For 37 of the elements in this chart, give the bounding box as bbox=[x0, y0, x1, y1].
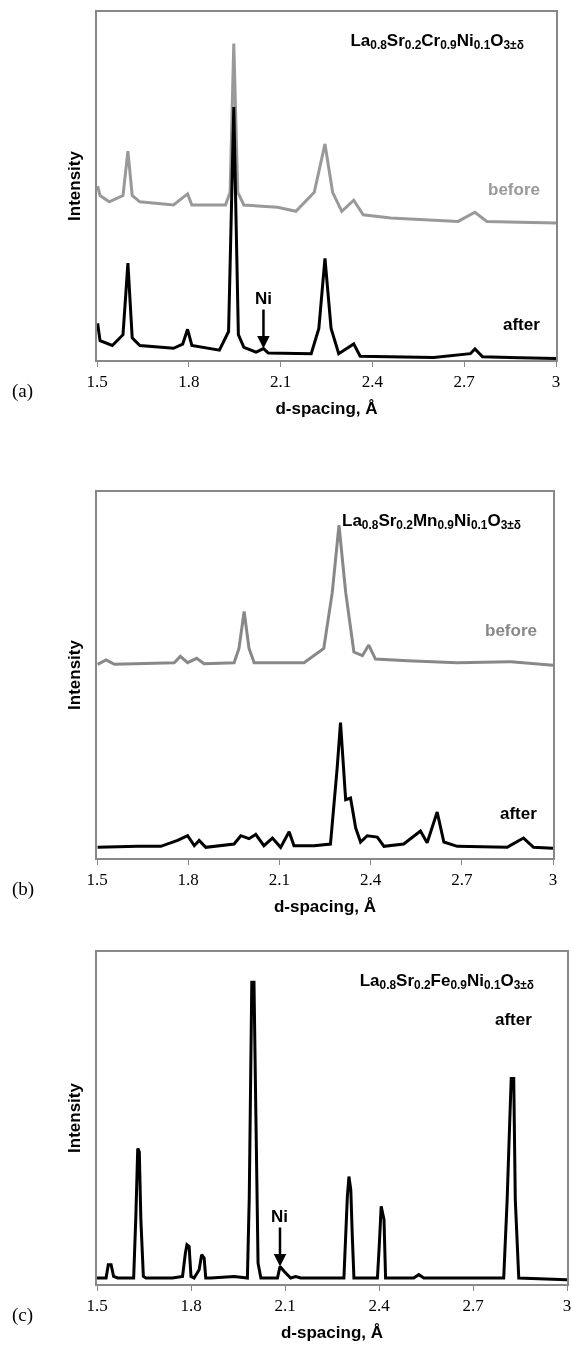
x-tick-label: 2.7 bbox=[462, 1296, 485, 1316]
x-axis-title: d-spacing, Å bbox=[275, 399, 378, 419]
series-label: before bbox=[485, 621, 537, 640]
y-axis-title: Intensity bbox=[65, 639, 85, 710]
text: (a) bbox=[12, 380, 34, 402]
x-tick-label: 2.1 bbox=[268, 870, 291, 890]
x-tick-label: 1.5 bbox=[86, 372, 108, 392]
x-axis-title: d-spacing, Å bbox=[280, 1323, 384, 1343]
x-tick-label: 2.7 bbox=[453, 372, 476, 392]
text: (b) bbox=[12, 878, 35, 900]
x-tick-label: 1.5 bbox=[86, 1296, 108, 1316]
x-tick-label: 2.4 bbox=[361, 372, 384, 392]
series-label: before bbox=[488, 180, 540, 199]
y-axis-title: Intensity bbox=[65, 150, 85, 221]
x-tick-label: 1.8 bbox=[178, 372, 200, 392]
x-tick-label: 2.1 bbox=[269, 372, 292, 392]
x-tick-label: 1.8 bbox=[180, 1296, 202, 1316]
x-axis-title: d-spacing, Å bbox=[273, 897, 377, 917]
annotation: Ni bbox=[255, 289, 272, 308]
series-label: after bbox=[500, 804, 538, 823]
text: (c) bbox=[12, 1304, 34, 1326]
series-label: after bbox=[503, 315, 541, 334]
x-tick-label: 3 bbox=[548, 870, 558, 890]
x-tick-label: 1.8 bbox=[177, 870, 199, 890]
chart-title: La$_{0.8}$Sr$_{0.2}$Mn$_{0.9}$Ni$_{0.1}$O$_{3±δ}$ bbox=[342, 510, 522, 533]
chart-title: La$_{0.8}$Sr$_{0.2}$Fe$_{0.9}$Ni$_{0.1}$O$_{3±δ}$ bbox=[359, 970, 535, 993]
y-axis-title: Intensity bbox=[65, 1082, 85, 1153]
x-tick-label: 2.7 bbox=[451, 870, 473, 890]
x-tick-label: 2.4 bbox=[368, 1296, 391, 1316]
x-tick-label: 3 bbox=[562, 1296, 572, 1316]
text: after bbox=[495, 1010, 533, 1029]
x-tick-label: 2.4 bbox=[359, 870, 382, 890]
annotation: Ni bbox=[271, 1207, 288, 1226]
x-tick-label: 3 bbox=[551, 372, 561, 392]
x-tick-label: 1.5 bbox=[86, 870, 108, 890]
chart-title: La$_{0.8}$Sr$_{0.2}$Cr$_{0.9}$Ni$_{0.1}$O$_{3±δ}$ bbox=[350, 30, 524, 53]
x-tick-label: 2.1 bbox=[274, 1296, 296, 1316]
